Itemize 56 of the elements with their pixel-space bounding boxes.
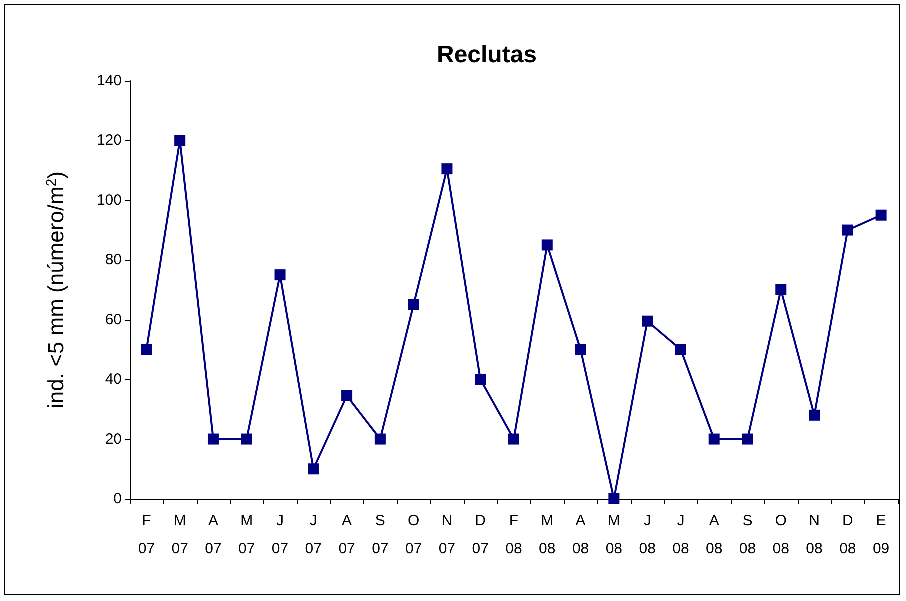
- x-tick-label: N 08: [806, 512, 823, 558]
- point: [542, 240, 553, 251]
- point: [274, 270, 286, 281]
- x-tick-label: A 08: [572, 512, 590, 558]
- x-tick-label: F 07: [138, 512, 156, 558]
- point: [675, 344, 686, 356]
- x-tick-label: O 07: [405, 512, 422, 558]
- point: [475, 374, 486, 386]
- y-tick-label: 80: [105, 252, 122, 269]
- x-tick-label: M 08: [606, 512, 623, 558]
- y-tick-label: 100: [96, 192, 122, 209]
- point: [174, 135, 186, 146]
- x-tick-label: A 07: [338, 512, 356, 558]
- point: [141, 344, 152, 356]
- point: [776, 284, 787, 296]
- x-tick-label: J 08: [672, 512, 690, 558]
- x-tick-label: J 07: [272, 512, 289, 558]
- y-tick-label: 20: [105, 430, 122, 448]
- x-tick-label: S 08: [739, 512, 756, 558]
- x-tick-label: A 07: [205, 512, 222, 558]
- x-tick-label: M 07: [172, 512, 188, 558]
- y-tick-label: 140: [96, 72, 122, 90]
- point: [308, 464, 320, 475]
- x-tick-label: E 09: [872, 512, 890, 558]
- point: [876, 210, 887, 221]
- x-tick-label: O 08: [772, 512, 790, 558]
- point: [642, 316, 654, 327]
- point: [842, 224, 854, 236]
- x-tick-label: M 08: [539, 512, 556, 558]
- x-tick-label: N 07: [438, 512, 456, 558]
- x-tick-label: J 07: [305, 512, 322, 558]
- y-tick-label: 0: [114, 490, 122, 508]
- y-tick-label: 40: [105, 371, 122, 388]
- x-tick-label: M 07: [238, 512, 256, 558]
- point: [208, 434, 219, 445]
- point: [408, 299, 420, 310]
- point: [241, 434, 252, 445]
- point: [374, 434, 386, 445]
- chart-title: Reclutas: [436, 42, 538, 68]
- x-tick-label: D 07: [472, 512, 489, 558]
- x-tick-label: A 08: [706, 512, 723, 558]
- point: [508, 434, 520, 445]
- point: [608, 494, 620, 504]
- x-tick-label: F 08: [506, 512, 522, 558]
- x-tick-label: S 07: [372, 512, 389, 558]
- point: [342, 390, 353, 402]
- point: [742, 434, 754, 445]
- y-tick-label: 60: [105, 311, 122, 328]
- point: [442, 164, 453, 175]
- y-axis-title: ind. <5 mm (número/m2): [43, 171, 68, 409]
- x-tick-label: D 08: [840, 512, 856, 558]
- point: [575, 344, 586, 356]
- y-tick-label: 120: [96, 132, 122, 150]
- point: [809, 410, 820, 421]
- x-tick-label: J 08: [639, 512, 656, 558]
- point: [708, 434, 720, 445]
